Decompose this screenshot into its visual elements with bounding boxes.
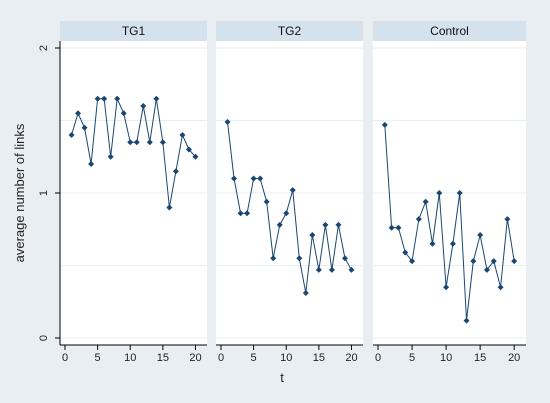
data-point (429, 240, 436, 247)
data-point (68, 132, 75, 138)
data-point (166, 204, 173, 211)
data-point (490, 258, 497, 265)
data-point (409, 258, 416, 265)
x-tick-label: 10 (280, 352, 292, 364)
data-point (309, 232, 316, 239)
data-point (456, 190, 463, 196)
data-point (422, 198, 429, 205)
data-point (120, 110, 127, 117)
data-point (75, 110, 82, 117)
panel-strip (373, 21, 526, 41)
panel-control: Control 0 5 10 15 20 (373, 21, 526, 364)
y-axis-title: average number of links (12, 123, 27, 262)
data-point (348, 266, 355, 273)
data-point (402, 249, 409, 256)
data-point (381, 121, 388, 128)
x-tick-label: 15 (157, 352, 169, 364)
data-point (296, 255, 303, 262)
data-point (449, 240, 456, 247)
x-tick-label: 20 (189, 352, 201, 364)
data-point (436, 190, 443, 196)
data-point (263, 198, 270, 205)
data-point (315, 266, 322, 273)
data-point (302, 290, 309, 297)
y-tick-label: 1 (38, 190, 50, 196)
data-point (341, 255, 348, 262)
x-tick-label: 5 (95, 352, 101, 364)
panel-strip (216, 21, 363, 41)
data-point (250, 175, 257, 182)
data-point (185, 146, 192, 153)
data-point (153, 95, 160, 102)
x-tick-label: 0 (62, 352, 68, 364)
panel-tg1: TG1 0 5 10 15 20 0 1 2 (38, 21, 207, 364)
x-axis-title: t (280, 370, 284, 385)
data-point (244, 210, 251, 217)
x-tick-label: 20 (508, 352, 520, 364)
data-point (159, 139, 166, 146)
data-point (172, 168, 179, 175)
data-point (114, 95, 121, 102)
y-tick-label: 2 (38, 45, 50, 51)
data-point (322, 221, 329, 228)
data-point (133, 139, 140, 146)
data-point (470, 258, 477, 265)
x-tick-label: 15 (313, 352, 325, 364)
data-point (257, 175, 264, 182)
data-point (101, 95, 108, 102)
data-point (328, 266, 335, 273)
x-tick-label: 0 (218, 352, 224, 364)
data-point (81, 124, 88, 131)
data-point (443, 284, 450, 291)
x-tick-label: 10 (440, 352, 452, 364)
series-line (71, 96, 196, 208)
data-point (237, 210, 244, 217)
data-point (224, 118, 231, 125)
data-point (88, 161, 95, 167)
x-tick-label: 5 (409, 352, 415, 364)
x-tick-label: 5 (251, 352, 257, 364)
data-point (335, 221, 342, 228)
data-point (231, 175, 238, 182)
data-point (283, 210, 290, 217)
data-point (146, 139, 153, 146)
x-tick-label: 10 (124, 352, 136, 364)
data-point (107, 153, 114, 160)
panel-title: TG2 (278, 24, 302, 38)
data-point (395, 224, 402, 231)
y-tick-label: 0 (38, 335, 50, 341)
data-point (270, 255, 277, 262)
data-point (511, 258, 518, 265)
data-point (179, 132, 186, 138)
panel-tg2: TG2 0 5 10 15 20 (216, 21, 363, 364)
data-point (504, 216, 511, 223)
data-point (140, 103, 147, 109)
data-point (497, 284, 504, 291)
series-line (227, 121, 352, 294)
data-point (276, 221, 283, 228)
panel-title: Control (430, 24, 469, 38)
data-point (94, 95, 101, 102)
data-point (463, 317, 470, 324)
x-tick-label: 20 (345, 352, 357, 364)
panel-title: TG1 (122, 24, 146, 38)
panel-strip (60, 21, 207, 41)
data-point (483, 266, 490, 273)
data-point (415, 216, 422, 223)
x-tick-label: 15 (474, 352, 486, 364)
data-point (388, 224, 395, 231)
data-point (127, 139, 134, 146)
x-tick-label: 0 (375, 352, 381, 364)
data-point (192, 153, 199, 160)
data-point (477, 232, 484, 239)
data-point (289, 187, 296, 194)
